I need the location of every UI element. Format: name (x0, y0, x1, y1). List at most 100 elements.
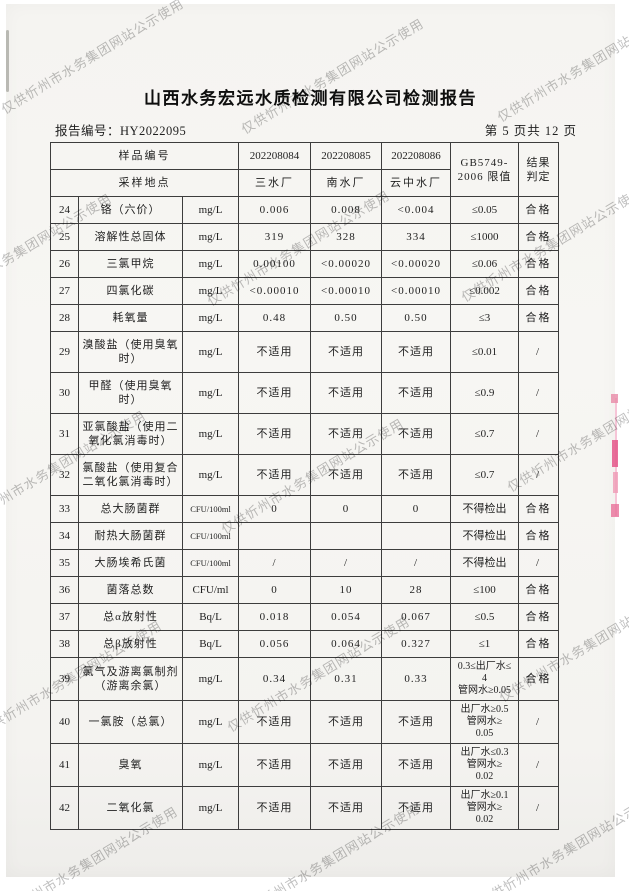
unit-cell: CFU/ml (182, 576, 239, 604)
value-cell-plant1: 0 (238, 495, 311, 523)
page-indicator: 第 5 页共 12 页 (484, 124, 577, 138)
parameter-name-cell: 耗氧量 (78, 304, 183, 332)
value-cell-plant1 (238, 522, 311, 550)
scan-edge-smudge (6, 30, 9, 92)
value-cell-plant1: 0.48 (238, 304, 311, 332)
limit-header-line1: GB5749- (460, 156, 509, 169)
result-cell: / (518, 743, 559, 787)
value-cell-plant2: 不适用 (310, 413, 382, 455)
unit-cell: Bq/L (182, 630, 239, 658)
table-row: 42 二氧化氯 mg/L 不适用 不适用 不适用 出厂水≥0.1 管网水≥ 0.02/ (50, 786, 559, 830)
unit-cell: mg/L (182, 743, 239, 787)
row-number-cell: 36 (50, 576, 79, 604)
value-cell-plant3: <0.004 (381, 196, 451, 224)
red-seal-fragment (612, 440, 618, 467)
limit-cell: ≤0.9 (450, 372, 519, 414)
value-cell-plant3: 334 (381, 223, 451, 251)
row-number-cell: 39 (50, 657, 79, 701)
result-header-line2: 判定 (526, 170, 551, 183)
limit-cell: ≤0.7 (450, 413, 519, 455)
table-row: 33 总大肠菌群 CFU/100ml 0 0 0 不得检出 合格 (50, 495, 559, 523)
limit-cell: ≤0.5 (450, 603, 519, 631)
result-cell: / (518, 700, 559, 744)
limit-cell: 出厂水≥0.1 管网水≥ 0.02 (450, 786, 519, 830)
sample-id-3: 202208086 (381, 142, 451, 170)
table-row: 27 四氯化碳 mg/L <0.00010 <0.00010 <0.00010 ≤0.002… (50, 277, 559, 305)
value-cell-plant2: 不适用 (310, 331, 382, 373)
table-row: 38 总β放射性 Bq/L 0.056 0.064 0.327 ≤1 合格 (50, 630, 559, 658)
row-number-cell: 25 (50, 223, 79, 251)
row-number-cell: 27 (50, 277, 79, 305)
table-row: 31 亚氯酸盐（使用二氧化氯消毒时） mg/L 不适用 不适用 不适用 ≤0.7/ (50, 413, 559, 455)
paper-sheet: 山西水务宏远水质检测有限公司检测报告 报告编号：HY2022095 第 5 页共… (6, 4, 619, 877)
result-cell: 合格 (518, 603, 559, 631)
value-cell-plant1: 不适用 (238, 700, 311, 744)
unit-cell: mg/L (182, 250, 239, 278)
value-cell-plant2: 不适用 (310, 454, 382, 496)
value-cell-plant3: 0 (381, 495, 451, 523)
result-cell: / (518, 549, 559, 577)
table-row: 35 大肠埃希氏菌 CFU/100ml / / / 不得检出 / (50, 549, 559, 577)
result-cell: 合格 (518, 576, 559, 604)
result-cell: 合格 (518, 657, 559, 701)
result-header-line1: 结果 (526, 156, 551, 169)
row-number-cell: 30 (50, 372, 79, 414)
value-cell-plant3: 28 (381, 576, 451, 604)
result-cell: / (518, 413, 559, 455)
parameter-name-cell: 铬（六价） (78, 196, 183, 224)
value-cell-plant3: 不适用 (381, 743, 451, 787)
value-cell-plant3: <0.00020 (381, 250, 451, 278)
row-number-cell: 32 (50, 454, 79, 496)
value-cell-plant1: 0.056 (238, 630, 311, 658)
sample-id-2: 202208085 (310, 142, 382, 170)
value-cell-plant2: <0.00010 (310, 277, 382, 305)
value-cell-plant2: / (310, 549, 382, 577)
value-cell-plant2: 0.054 (310, 603, 382, 631)
value-cell-plant3: / (381, 549, 451, 577)
parameter-name-cell: 臭氧 (78, 743, 183, 787)
site-1: 三水厂 (238, 169, 311, 197)
value-cell-plant2 (310, 522, 382, 550)
report-title: 山西水务宏远水质检测有限公司检测报告 (144, 89, 477, 108)
table-row: 39 氯气及游离氯制剂（游离余氯） mg/L 0.34 0.31 0.33 0.3≤出厂水≤… (50, 657, 559, 701)
value-cell-plant1: <0.00010 (238, 277, 311, 305)
unit-cell: mg/L (182, 657, 239, 701)
report-meta-row: 报告编号：HY2022095 第 5 页共 12 页 (55, 120, 577, 138)
row-number-cell: 28 (50, 304, 79, 332)
value-cell-plant1: 0.34 (238, 657, 311, 701)
sample-id-1: 202208084 (238, 142, 311, 170)
table-row: 37 总α放射性 Bq/L 0.018 0.054 0.067 ≤0.5 合格 (50, 603, 559, 631)
parameter-name-cell: 耐热大肠菌群 (78, 522, 183, 550)
unit-cell: mg/L (182, 304, 239, 332)
value-cell-plant1: 不适用 (238, 372, 311, 414)
table-header-row-2: 采样地点 三水厂 南水厂 云中水厂 (50, 169, 559, 197)
value-cell-plant3: 不适用 (381, 331, 451, 373)
limit-cell: 不得检出 (450, 522, 519, 550)
sampling-site-label: 采样地点 (50, 169, 239, 197)
parameter-name-cell: 氯气及游离氯制剂（游离余氯） (78, 657, 183, 701)
value-cell-plant1: 不适用 (238, 413, 311, 455)
value-cell-plant1: 0.018 (238, 603, 311, 631)
report-number: 报告编号：HY2022095 (55, 124, 187, 138)
red-seal-fragment (611, 394, 618, 403)
table-row: 30 甲醛（使用臭氧时） mg/L 不适用 不适用 不适用 ≤0.9/ (50, 372, 559, 414)
value-cell-plant3 (381, 522, 451, 550)
limit-cell: 出厂水≤0.3 管网水≥ 0.02 (450, 743, 519, 787)
results-table-body: 24 铬（六价） mg/L 0.006 0.008 <0.004 ≤0.05 合格 25 溶解性总… (50, 196, 559, 830)
result-cell: 合格 (518, 495, 559, 523)
site-2: 南水厂 (310, 169, 382, 197)
value-cell-plant2: 0.064 (310, 630, 382, 658)
value-cell-plant1: 0.00100 (238, 250, 311, 278)
table-row: 41 臭氧 mg/L 不适用 不适用 不适用 出厂水≤0.3 管网水≥ 0.02/ (50, 743, 559, 787)
result-cell: 合格 (518, 522, 559, 550)
value-cell-plant1: 0.006 (238, 196, 311, 224)
value-cell-plant3: 不适用 (381, 454, 451, 496)
value-cell-plant2: 不适用 (310, 700, 382, 744)
table-header-row-1: 样品编号 202208084 202208085 202208086 GB574… (50, 142, 559, 197)
site-3: 云中水厂 (381, 169, 451, 197)
unit-cell: mg/L (182, 413, 239, 455)
limit-cell: 0.3≤出厂水≤ 4 管网水≥0.05 (450, 657, 519, 701)
value-cell-plant3: <0.00010 (381, 277, 451, 305)
value-cell-plant1: 不适用 (238, 743, 311, 787)
